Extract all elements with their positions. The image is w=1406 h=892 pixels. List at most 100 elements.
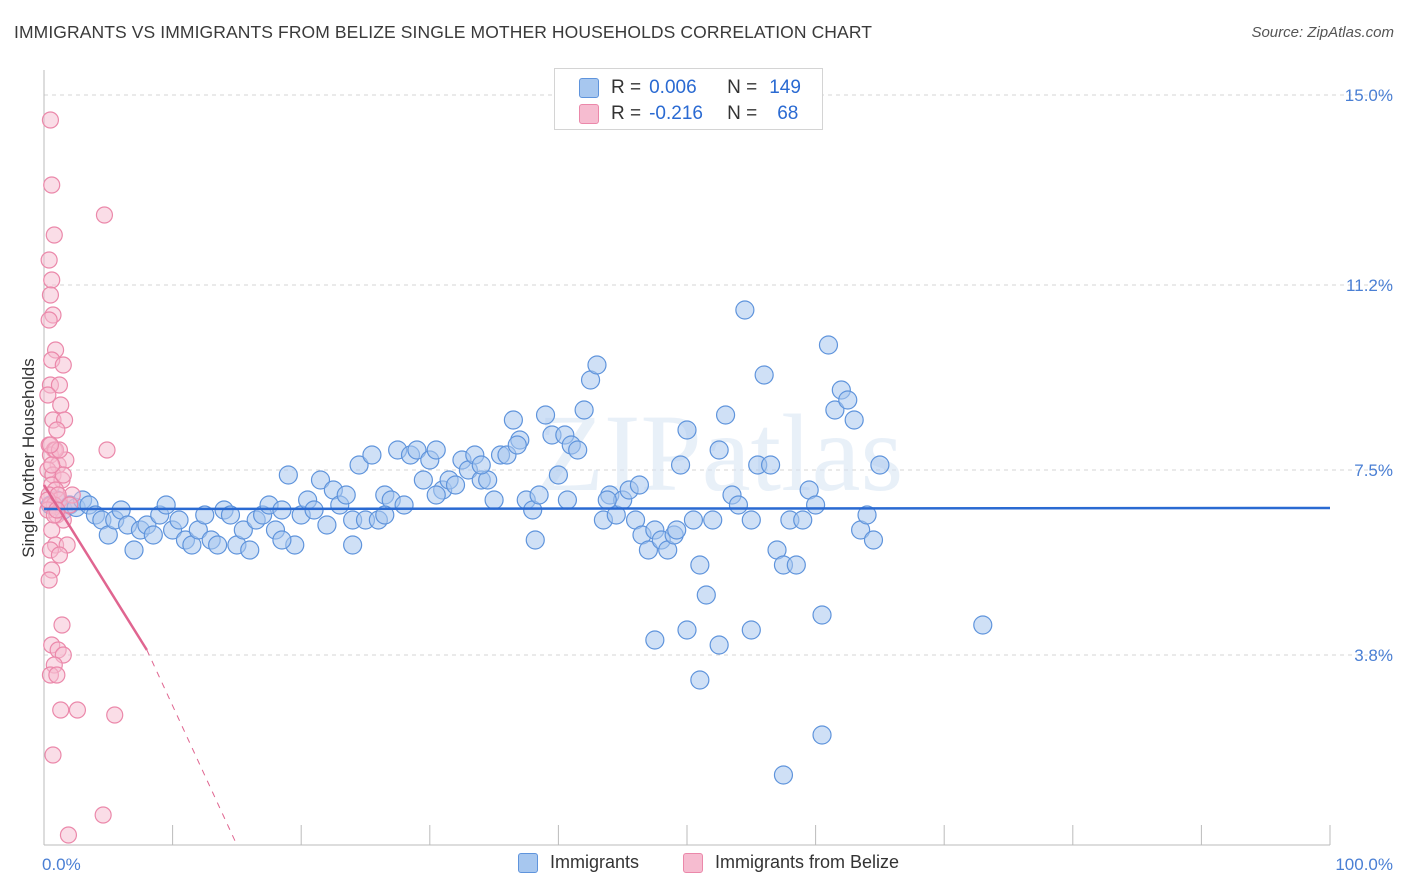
data-point-immigrants [677, 420, 697, 440]
data-point-belize [48, 421, 66, 439]
gridlines [44, 94, 1392, 656]
data-point-immigrants [838, 390, 858, 410]
bottom-legend: Immigrants Immigrants from Belize [0, 852, 1406, 878]
data-point-belize [52, 701, 70, 719]
data-point-belize [68, 701, 87, 719]
data-point-immigrants [741, 620, 761, 640]
legend-n-value: 68 [777, 103, 799, 124]
bottom-legend-label: Immigrants [550, 852, 640, 872]
data-point-belize [43, 456, 61, 474]
data-point-immigrants [343, 535, 363, 555]
data-point-immigrants [317, 515, 337, 535]
data-point-immigrants [812, 605, 832, 625]
data-point-immigrants [703, 510, 723, 530]
data-point-immigrants [754, 365, 774, 385]
data-point-immigrants [375, 505, 395, 525]
legend-r-label: R = [611, 77, 642, 98]
data-point-immigrants [143, 525, 163, 545]
data-point-belize [53, 616, 71, 634]
legend-n-label: N = [727, 77, 758, 98]
data-point-immigrants [557, 490, 578, 510]
legend-swatch-pink [579, 104, 599, 124]
data-point-immigrants [677, 620, 697, 640]
y-tick-label: 7.5% [1354, 461, 1393, 480]
data-point-immigrants [760, 455, 781, 475]
data-point-immigrants [786, 555, 806, 575]
x-tick-label: 100.0% [1335, 855, 1393, 874]
data-point-immigrants [735, 300, 755, 320]
data-point-immigrants [278, 465, 298, 485]
y-tick-label: 11.2% [1346, 276, 1393, 295]
legend-row-belize: R = -0.216 N = 68 [579, 103, 798, 125]
data-point-belize [48, 666, 66, 684]
data-point-belize [50, 376, 69, 394]
y-tick-label: 15.0% [1345, 86, 1393, 105]
bottom-legend-belize: Immigrants from Belize [683, 852, 899, 873]
data-point-belize [52, 396, 70, 414]
data-point-immigrants [728, 495, 749, 515]
data-point-immigrants [587, 355, 607, 375]
legend-row-immigrants: R = 0.006 N = 149 [579, 77, 801, 99]
bottom-legend-label: Immigrants from Belize [715, 852, 900, 872]
data-point-immigrants [638, 540, 659, 560]
data-point-immigrants [812, 725, 832, 745]
data-point-belize [44, 746, 62, 764]
data-point-immigrants [597, 490, 617, 510]
data-point-immigrants [690, 670, 710, 690]
trend-line-immigrants [43, 506, 1331, 511]
data-point-immigrants [773, 765, 794, 785]
data-point-immigrants [336, 485, 356, 505]
data-point-immigrants [805, 495, 826, 515]
data-point-immigrants [471, 455, 491, 475]
data-point-belize [54, 466, 72, 484]
data-point-immigrants [484, 490, 504, 510]
data-point-belize [106, 706, 124, 724]
data-point-immigrants [683, 510, 704, 530]
data-point-immigrants [445, 475, 466, 495]
stats-legend: R = 0.006 N = 149 R = -0.216 N = 68 [554, 68, 823, 130]
y-axis-label: Single Mother Households [19, 358, 38, 557]
series-immigrants [40, 300, 993, 785]
data-point-immigrants [709, 440, 729, 460]
data-point-immigrants [715, 405, 736, 425]
data-point-belize [43, 271, 61, 289]
legend-swatch-blue [579, 78, 599, 98]
data-point-belize [41, 436, 60, 454]
legend-n-value: 149 [769, 77, 801, 98]
data-point-immigrants [709, 635, 729, 655]
tick-labels: 3.8% 7.5% 11.2% 15.0% 0.0% 100.0% [42, 86, 1393, 874]
data-point-belize [41, 286, 60, 304]
data-point-immigrants [220, 505, 241, 525]
trend-line-belize [42, 484, 148, 651]
data-point-belize [43, 176, 61, 194]
data-point-immigrants [857, 505, 877, 525]
legend-n-label: N = [727, 103, 758, 124]
data-point-immigrants [272, 530, 292, 550]
data-point-immigrants [124, 540, 144, 560]
y-tick-label: 3.8% [1354, 646, 1393, 665]
data-point-belize [43, 521, 61, 539]
data-point-immigrants [426, 440, 446, 460]
data-point-immigrants [870, 455, 890, 475]
data-point-immigrants [525, 530, 545, 550]
swatch-blue [518, 852, 538, 873]
data-point-immigrants [535, 405, 556, 425]
data-point-immigrants [818, 335, 839, 355]
data-point-immigrants [863, 530, 884, 550]
data-point-immigrants [156, 495, 176, 515]
data-point-immigrants [426, 485, 446, 505]
data-point-immigrants [690, 555, 710, 575]
chart-title: IMMIGRANTS VS IMMIGRANTS FROM BELIZE SIN… [14, 22, 873, 42]
source-label: Source: ZipAtlas.com [1251, 24, 1394, 41]
data-point-immigrants [645, 630, 665, 650]
legend-r-label: R = [611, 103, 642, 124]
data-point-immigrants [793, 510, 813, 530]
data-point-belize [40, 311, 58, 329]
data-point-immigrants [394, 495, 414, 515]
data-point-immigrants [973, 615, 993, 635]
data-point-belize [50, 546, 69, 564]
data-point-immigrants [195, 505, 215, 525]
data-point-belize [39, 386, 57, 404]
data-point-immigrants [208, 535, 228, 555]
